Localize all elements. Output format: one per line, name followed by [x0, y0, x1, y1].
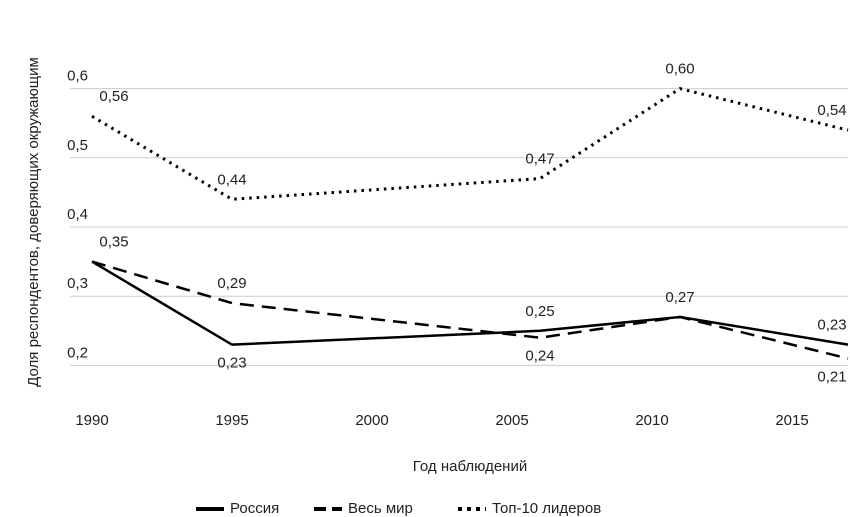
x-tick-label: 2015 [775, 412, 808, 429]
y-tick-label: 0,6 [67, 68, 88, 85]
data-label: 0,25 [525, 303, 554, 320]
x-tick-label: 2000 [355, 412, 388, 429]
data-label: 0,44 [217, 171, 246, 188]
data-label: 0,29 [217, 275, 246, 292]
y-tick-label: 0,2 [67, 344, 88, 361]
data-label: 0,60 [665, 61, 694, 78]
x-tick-label: 1990 [75, 412, 108, 429]
data-label: 0,27 [665, 289, 694, 306]
legend-label: Топ-10 лидеров [492, 500, 601, 517]
legend-label: Россия [230, 500, 279, 517]
series-line [91, 260, 849, 346]
series-line [91, 86, 849, 201]
series-line [91, 260, 849, 360]
data-label: 0,24 [525, 348, 554, 365]
data-label: 0,21 [817, 368, 846, 385]
data-label: 0,54 [817, 102, 846, 119]
data-label: 0,47 [525, 151, 554, 168]
x-tick-label: 2010 [635, 412, 668, 429]
y-axis-label: Доля респондентов, доверяющих окружающим [25, 57, 42, 387]
y-tick-label: 0,4 [67, 206, 88, 223]
x-axis-label: Год наблюдений [413, 458, 527, 475]
data-label: 0,23 [217, 355, 246, 372]
data-label: 0,35 [99, 234, 128, 251]
x-tick-label: 1995 [215, 412, 248, 429]
y-tick-label: 0,5 [67, 137, 88, 154]
y-tick-label: 0,3 [67, 275, 88, 292]
x-tick-label: 2005 [495, 412, 528, 429]
data-label: 0,23 [817, 317, 846, 334]
data-label: 0,56 [99, 88, 128, 105]
legend-label: Весь мир [348, 500, 413, 517]
